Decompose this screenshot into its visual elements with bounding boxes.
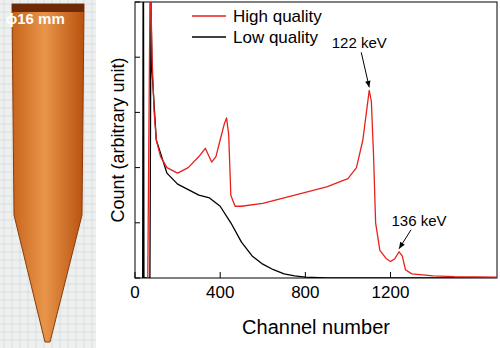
crystal <box>12 4 84 342</box>
y-tick <box>135 278 140 279</box>
x-tick <box>390 272 391 278</box>
y-axis-label: Count (arbitrary unit) <box>108 57 128 222</box>
legend: High quality Low quality <box>192 7 322 47</box>
photo-label: ϕ16 mm <box>6 10 65 27</box>
photo-background <box>0 0 96 348</box>
annotation-text: 122 keV <box>332 34 387 51</box>
x-axis-label: Channel number <box>242 316 390 338</box>
plot-frame <box>135 2 497 278</box>
annotation: 122 keV <box>332 34 387 87</box>
legend-swatch <box>192 15 226 17</box>
legend-label: High quality <box>233 7 322 26</box>
x-tick-label: 1200 <box>372 283 410 302</box>
x-tick-label: 400 <box>206 283 234 302</box>
annotation-text: 136 keV <box>392 212 447 229</box>
figure: ϕ16 mm 0 400 800 1200 Channel number Count (ar… <box>0 0 500 348</box>
x-tick-label: 0 <box>130 283 139 302</box>
series-line <box>143 2 497 278</box>
crystal-photo: ϕ16 mm <box>0 0 96 348</box>
annotation-arrowhead <box>365 80 370 87</box>
legend-swatch <box>192 36 226 38</box>
annotation: 136 keV <box>392 212 447 249</box>
y-tick <box>135 2 140 3</box>
series-line <box>148 2 497 278</box>
legend-label: Low quality <box>233 28 319 47</box>
y-tick <box>135 167 140 168</box>
annotation-arrow <box>399 230 411 249</box>
annotation-arrowhead <box>399 242 405 249</box>
y-tick <box>135 222 140 223</box>
x-tick-label: 800 <box>291 283 319 302</box>
y-tick <box>135 57 140 58</box>
x-tick <box>135 272 136 278</box>
y-tick <box>135 112 140 113</box>
x-tick <box>220 272 221 278</box>
plot-area <box>143 2 497 278</box>
